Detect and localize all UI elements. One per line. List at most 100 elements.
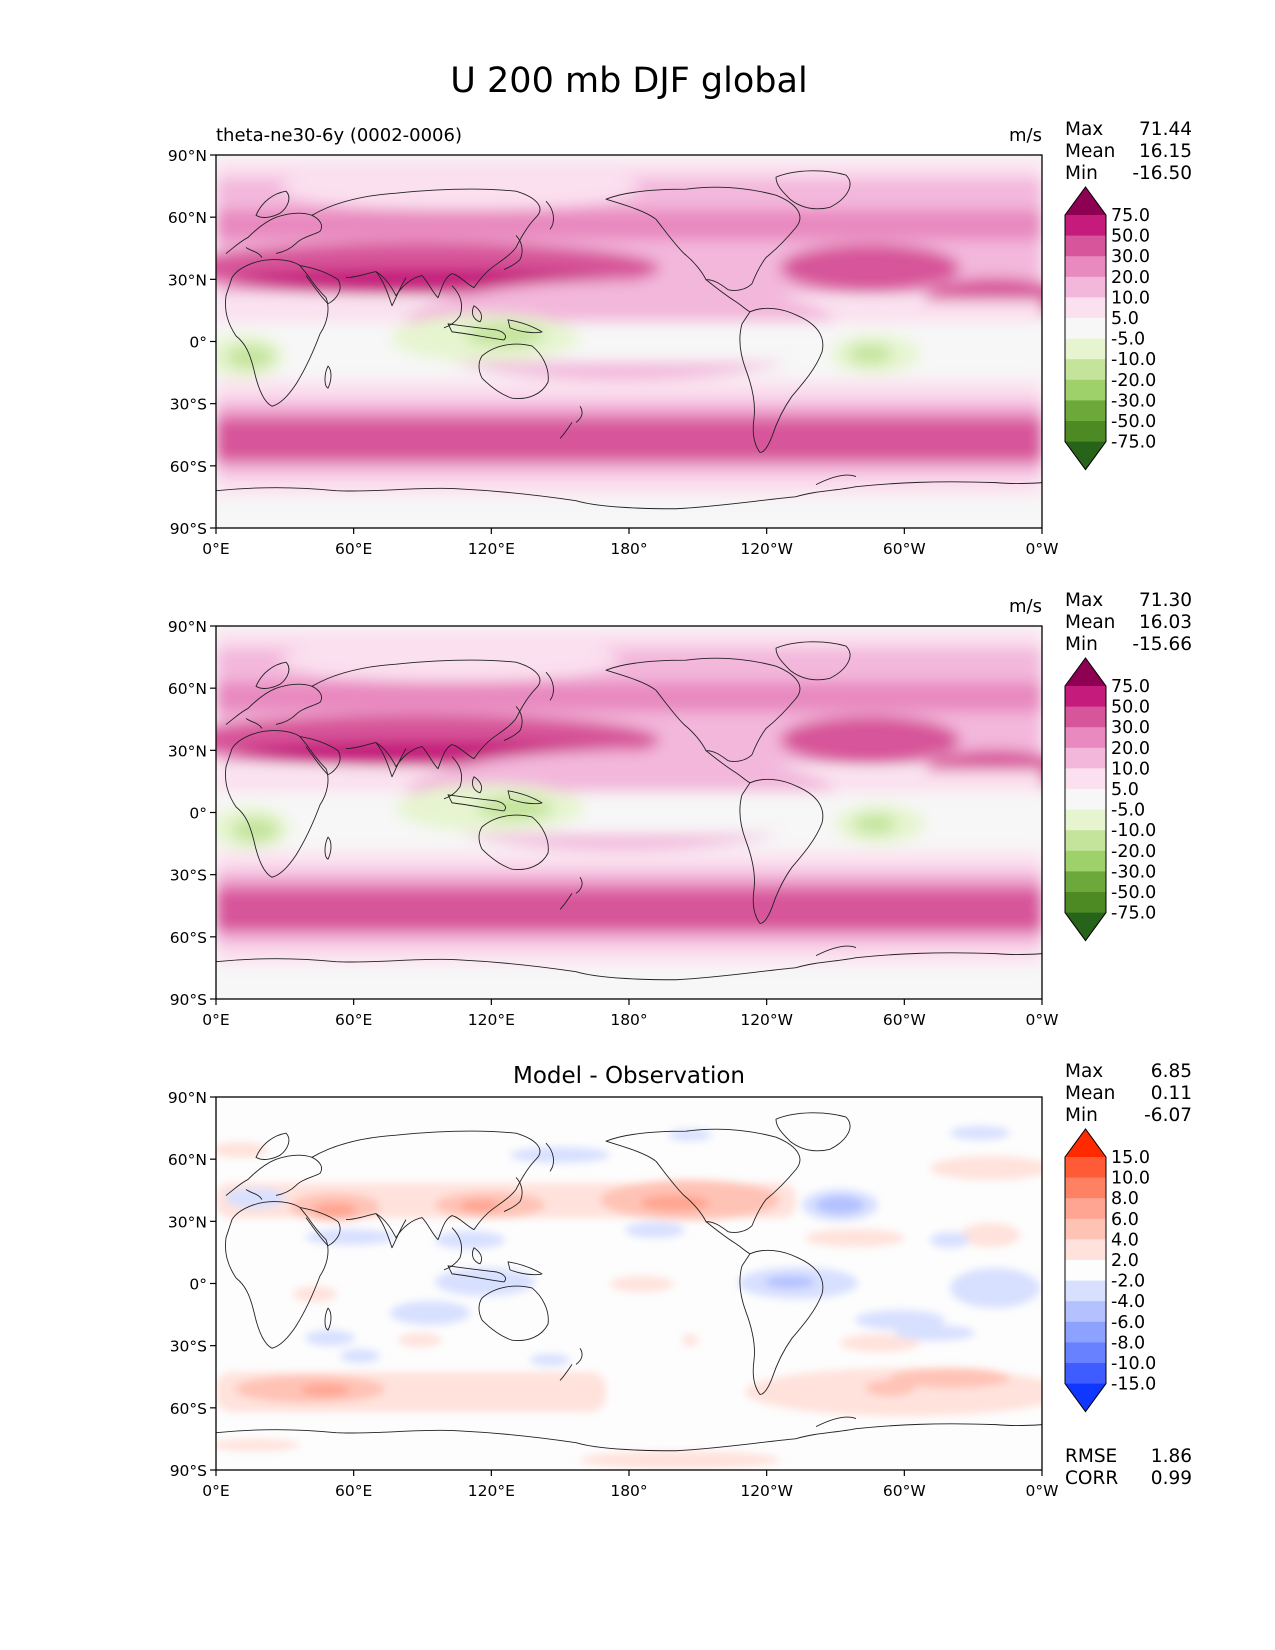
colorbar-tick-label: -5.0	[1111, 330, 1145, 350]
colorbar-segment	[1065, 686, 1106, 708]
colorbar-segment	[1065, 338, 1106, 360]
colorbar-segment	[1065, 276, 1106, 298]
stat-mean-value: 16.03	[1139, 612, 1192, 633]
x-ticks-test: 0°E 60°E 120°E 180° 120°W 60°W 0°W	[202, 528, 1058, 558]
y-tick-label: 30°N	[168, 742, 207, 760]
colorbar-tick-label: -8.0	[1111, 1333, 1145, 1353]
x-tick-label: 0°E	[202, 540, 229, 558]
colorbar-difference: 15.010.08.06.04.02.0-2.0-4.0-6.0-8.0-10.…	[1064, 1128, 1156, 1413]
x-ticks-difference: 0°E 60°E 120°E 180° 120°W 60°W 0°W	[202, 1470, 1058, 1500]
colorbar-tick-label: 75.0	[1111, 206, 1150, 226]
colorbar-segment	[1065, 871, 1106, 893]
colorbar-segment	[1065, 1157, 1106, 1179]
stat-min-value: -15.66	[1132, 634, 1192, 655]
y-ticks-reference: 90°N 60°N 30°N 0° 30°S 60°S 90°S	[168, 618, 216, 1009]
x-tick-label: 60°W	[883, 1482, 926, 1500]
colorbar-segment	[1065, 235, 1106, 257]
y-tick-label: 60°N	[168, 680, 207, 698]
contour-field-reference	[216, 626, 1042, 999]
colorbar-segment	[1065, 215, 1106, 237]
x-tick-label: 0°E	[202, 1482, 229, 1500]
colorbar-tick-label: -75.0	[1111, 904, 1156, 924]
y-tick-label: 30°N	[168, 271, 207, 289]
colorbar-outline	[1064, 1128, 1107, 1413]
colorbar-tick-label: 30.0	[1111, 718, 1150, 738]
colorbar-segment	[1065, 706, 1106, 728]
colorbar-tick-label: -10.0	[1111, 350, 1156, 370]
colorbar-segment	[1065, 768, 1106, 790]
colorbar-segment	[1065, 892, 1106, 914]
x-ticks-reference: 0°E 60°E 120°E 180° 120°W 60°W 0°W	[202, 999, 1058, 1029]
figure-title: U 200 mb DJF global	[450, 61, 807, 101]
colorbar-tick-label: -75.0	[1111, 433, 1156, 453]
x-tick-label: 60°E	[335, 1482, 372, 1500]
colorbar-segment	[1065, 789, 1106, 811]
corr-value: 0.99	[1151, 1468, 1192, 1489]
panel-difference: Model - Observation 90°N 60°N 30°N 0° 30°S 60…	[168, 1061, 1192, 1500]
stat-mean-label: Mean	[1065, 141, 1115, 162]
stat-min-value: -16.50	[1132, 163, 1192, 184]
colorbar-extend-min	[1065, 912, 1106, 941]
y-tick-label: 60°N	[168, 209, 207, 227]
y-tick-label: 30°S	[170, 867, 207, 885]
colorbar-segment	[1065, 1342, 1106, 1364]
y-tick-label: 90°S	[170, 1462, 207, 1480]
colorbar-test: 75.050.030.020.010.05.0-5.0-10.0-20.0-30…	[1064, 186, 1156, 471]
colorbar-segment	[1065, 809, 1106, 831]
colorbar-tick-label: -50.0	[1111, 883, 1156, 903]
colorbar-tick-label: -30.0	[1111, 391, 1156, 411]
colorbar-tick-label: -20.0	[1111, 842, 1156, 862]
colorbar-reference: 75.050.030.020.010.05.0-5.0-10.0-20.0-30…	[1064, 657, 1156, 942]
colorbar-tick-label: 75.0	[1111, 677, 1150, 697]
colorbar-tick-label: -4.0	[1111, 1292, 1145, 1312]
y-tick-label: 60°S	[170, 1400, 207, 1418]
stat-max-label: Max	[1065, 1061, 1103, 1082]
x-tick-label: 60°W	[883, 1011, 926, 1029]
stat-max-value: 71.44	[1139, 119, 1192, 140]
stat-max-label: Max	[1065, 119, 1103, 140]
x-tick-label: 60°E	[335, 540, 372, 558]
colorbar-tick-label: 30.0	[1111, 247, 1150, 267]
panel-reference: m/s 90°N 60°N 30°N 0° 30°S 60°S 90°S 0°E 60°E 12…	[168, 590, 1192, 1029]
y-tick-label: 30°S	[170, 396, 207, 414]
colorbar-segment	[1065, 359, 1106, 381]
colorbar-tick-label: -15.0	[1111, 1375, 1156, 1395]
colorbar-extend-max	[1065, 1129, 1106, 1157]
colorbar-tick-label: -2.0	[1111, 1272, 1145, 1292]
y-tick-label: 0°	[189, 334, 207, 352]
x-tick-label: 0°W	[1026, 1011, 1059, 1029]
contour-field-difference	[216, 1097, 1042, 1470]
stat-min-label: Min	[1065, 163, 1098, 184]
x-tick-label: 120°W	[740, 1482, 793, 1500]
colorbar-tick-label: 20.0	[1111, 739, 1150, 759]
x-tick-label: 120°W	[740, 540, 793, 558]
stat-mean-label: Mean	[1065, 1083, 1115, 1104]
colorbar-tick-label: 8.0	[1111, 1189, 1139, 1209]
x-tick-label: 0°W	[1026, 1482, 1059, 1500]
y-tick-label: 90°N	[168, 618, 207, 636]
colorbar-tick-label: 4.0	[1111, 1230, 1139, 1250]
colorbar-tick-label: 5.0	[1111, 780, 1139, 800]
colorbar-tick-label: -5.0	[1111, 801, 1145, 821]
y-tick-label: 0°	[189, 1276, 207, 1294]
y-tick-label: 60°S	[170, 458, 207, 476]
colorbar-tick-label: -20.0	[1111, 371, 1156, 391]
colorbar-tick-label: 2.0	[1111, 1251, 1139, 1271]
panel-subtitle-test: theta-ne30-6y (0002-0006)	[216, 125, 462, 146]
y-tick-label: 90°S	[170, 991, 207, 1009]
colorbar-tick-label: 50.0	[1111, 227, 1150, 247]
colorbar-tick-label: -6.0	[1111, 1313, 1145, 1333]
colorbar-segment	[1065, 297, 1106, 319]
colorbar-tick-label: -10.0	[1111, 1354, 1156, 1374]
colorbar-outline	[1064, 657, 1107, 942]
y-ticks-difference: 90°N 60°N 30°N 0° 30°S 60°S 90°S	[168, 1089, 216, 1480]
colorbar-segment	[1065, 400, 1106, 422]
units-label-reference: m/s	[1009, 596, 1042, 617]
stat-min-value: -6.07	[1144, 1105, 1192, 1126]
stat-min-label: Min	[1065, 1105, 1098, 1126]
colorbar-tick-label: 6.0	[1111, 1210, 1139, 1230]
colorbar-segment	[1065, 1363, 1106, 1385]
colorbar-tick-label: 20.0	[1111, 268, 1150, 288]
x-tick-label: 60°E	[335, 1011, 372, 1029]
